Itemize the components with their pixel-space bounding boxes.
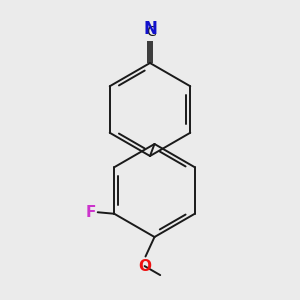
Text: N: N bbox=[144, 20, 158, 38]
Text: C: C bbox=[146, 25, 156, 39]
Text: O: O bbox=[138, 259, 151, 274]
Text: F: F bbox=[85, 205, 96, 220]
